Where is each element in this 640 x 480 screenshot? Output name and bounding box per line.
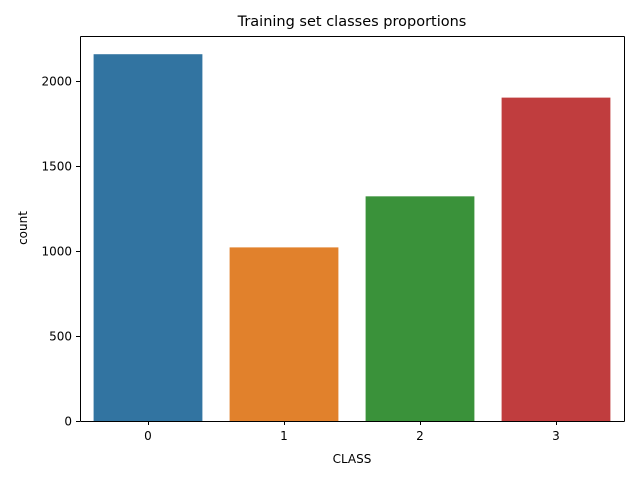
y-tick-label: 1500 — [41, 160, 72, 174]
y-axis-ticks: 0 500 1000 1500 2000 — [41, 75, 80, 429]
y-tick-label: 2000 — [41, 75, 72, 89]
x-tick-label: 0 — [144, 429, 152, 443]
y-tick-label: 1000 — [41, 245, 72, 259]
x-tick-label: 3 — [552, 429, 560, 443]
chart-title: Training set classes proportions — [237, 14, 467, 30]
bar-class-2 — [365, 196, 475, 421]
bar-class-0 — [93, 54, 203, 421]
x-axis-label: CLASS — [333, 452, 372, 466]
x-tick-label: 1 — [280, 429, 288, 443]
bars-group — [93, 54, 611, 421]
axes-frame — [80, 36, 625, 422]
y-axis-label: count — [16, 211, 30, 245]
x-tick-label: 2 — [416, 429, 424, 443]
y-tick-label: 500 — [49, 330, 72, 344]
bar-class-3 — [501, 97, 611, 421]
x-axis-ticks: 0 1 2 3 — [144, 421, 560, 443]
y-tick-label: 0 — [64, 415, 72, 429]
bar-class-1 — [229, 247, 339, 421]
